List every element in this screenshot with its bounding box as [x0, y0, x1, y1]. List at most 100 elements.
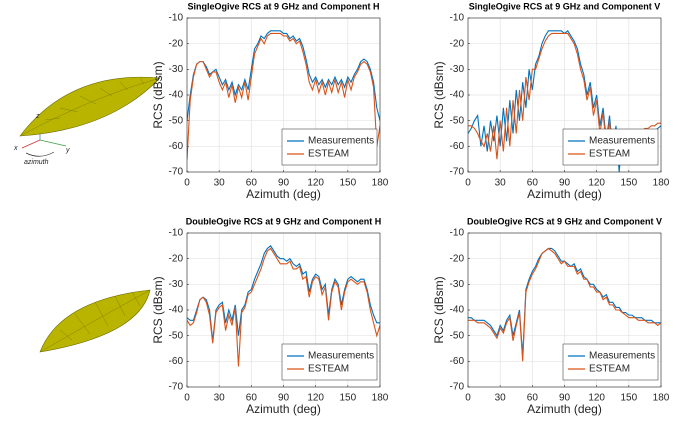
x-tick-label: 180	[372, 393, 389, 404]
x-tick-label: 180	[653, 393, 670, 404]
axes-frame	[186, 232, 381, 388]
y-tick-label: -60	[169, 141, 184, 152]
y-tick-label: -50	[450, 330, 465, 341]
illustration-caption: azimuth	[24, 159, 49, 166]
single-ogive-illustration: z x y azimuth	[13, 76, 161, 166]
chart: 0 30 60 90 120 150 180 -70 -60 -50 -40 -30 -20 -10Dou…	[151, 216, 389, 416]
series-line	[468, 247, 661, 362]
y-tick-label: -70	[169, 167, 184, 178]
legend-label: ESTEAM	[589, 364, 630, 375]
x-tick-label: 0	[184, 393, 190, 404]
y-tick-label: -70	[169, 382, 184, 393]
chart: 0 30 60 90 120 150 180 -70 -60 -50 -40 -30 -20 -10Dou…	[432, 216, 670, 416]
legend-label: Measurements	[589, 136, 655, 147]
y-tick-label: -20	[169, 253, 184, 264]
x-tick-label: 30	[214, 393, 226, 404]
x-tick-label: 60	[527, 393, 539, 404]
x-tick-label: 180	[372, 178, 389, 189]
x-tick-label: 150	[620, 178, 637, 189]
x-tick-label: 120	[307, 178, 324, 189]
y-tick-label: -10	[450, 13, 465, 24]
y-tick-label: -40	[169, 90, 184, 101]
y-tick-label: -70	[450, 382, 465, 393]
x-tick-label: 0	[465, 178, 471, 189]
x-tick-label: 0	[184, 178, 190, 189]
x-tick-label: 90	[559, 393, 571, 404]
x-tick-label: 150	[339, 393, 356, 404]
y-tick-label: -30	[169, 64, 184, 75]
legend-label: Measurements	[308, 351, 374, 362]
x-tick-label: 30	[495, 178, 507, 189]
y-axis-label: RCS (dBsm)	[151, 276, 165, 343]
legend-box	[281, 343, 378, 381]
y-tick-label: -10	[169, 13, 184, 24]
x-tick-label: 0	[465, 393, 471, 404]
chart: 0 30 60 90 120 150 180 -70 -60 -50 -40 -30 -20 -10Sin…	[151, 1, 389, 201]
series-line	[187, 30, 380, 121]
y-tick-label: -30	[450, 64, 465, 75]
x-axis-label: Azimuth (deg)	[527, 187, 602, 201]
chart-title: DoubleOgive RCS at 9 GHz and Component V	[467, 216, 662, 226]
chart-title: DoubleOgive RCS at 9 GHz and Component H	[186, 216, 382, 226]
legend-label: ESTEAM	[589, 149, 630, 160]
y-tick-label: -10	[450, 228, 465, 239]
legend-label: ESTEAM	[308, 364, 349, 375]
y-tick-label: -10	[169, 228, 184, 239]
chart-title: SingleOgive RCS at 9 GHz and Component H	[187, 1, 379, 11]
x-tick-label: 120	[307, 393, 324, 404]
y-tick-label: -30	[169, 279, 184, 290]
x-axis-label: Azimuth (deg)	[527, 402, 602, 416]
y-tick-label: -40	[169, 305, 184, 316]
y-tick-label: -60	[450, 356, 465, 367]
series-line	[187, 32, 380, 160]
y-tick-label: -30	[450, 279, 465, 290]
legend-box	[281, 128, 378, 166]
y-tick-label: -50	[450, 115, 465, 126]
x-tick-label: 120	[588, 393, 605, 404]
x-tick-label: 30	[214, 178, 226, 189]
x-tick-label: 60	[246, 178, 258, 189]
x-tick-label: 90	[278, 178, 290, 189]
legend-label: ESTEAM	[308, 149, 349, 160]
y-axis-label: RCS (dBsm)	[151, 61, 165, 128]
x-axis-label: Azimuth (deg)	[246, 187, 321, 201]
y-axis-label: RCS (dBsm)	[432, 61, 446, 128]
y-tick-label: -60	[450, 141, 465, 152]
legend-label: Measurements	[308, 136, 374, 147]
series-line	[187, 247, 380, 367]
y-axis-label: RCS (dBsm)	[432, 276, 446, 343]
x-tick-label: 90	[278, 393, 290, 404]
chart: 0 30 60 90 120 150 180 -70 -60 -50 -40 -30 -20 -10 Sin…	[432, 1, 670, 201]
legend-box	[562, 343, 659, 381]
x-axis-label: Azimuth (deg)	[246, 402, 321, 416]
chart-title: SingleOgive RCS at 9 GHz and Component V	[469, 1, 661, 11]
x-tick-label: 120	[588, 178, 605, 189]
x-tick-label: 150	[620, 393, 637, 404]
x-tick-label: 150	[339, 178, 356, 189]
axis-label: x	[13, 145, 18, 152]
x-tick-label: 180	[653, 178, 670, 189]
legend-label: Measurements	[589, 351, 655, 362]
y-tick-label: -40	[450, 90, 465, 101]
y-tick-label: -40	[450, 305, 465, 316]
x-tick-label: 60	[246, 393, 258, 404]
axes-frame	[467, 232, 662, 388]
y-tick-label: -20	[169, 38, 184, 49]
axis-label: y	[65, 147, 70, 154]
x-tick-label: 60	[527, 178, 539, 189]
y-tick-label: -60	[169, 356, 184, 367]
x-tick-label: 30	[495, 393, 507, 404]
y-tick-label: -20	[450, 253, 465, 264]
double-ogive-illustration	[39, 289, 151, 353]
axes-frame	[186, 17, 381, 173]
y-tick-label: -50	[169, 115, 184, 126]
x-tick-label: 90	[559, 178, 571, 189]
series-line	[187, 245, 380, 341]
axis-label: z	[35, 113, 40, 120]
y-tick-label: -50	[169, 330, 184, 341]
y-tick-label: -70	[450, 167, 465, 178]
y-tick-label: -20	[450, 38, 465, 49]
legend-box	[562, 128, 659, 166]
axes-frame	[467, 17, 662, 173]
